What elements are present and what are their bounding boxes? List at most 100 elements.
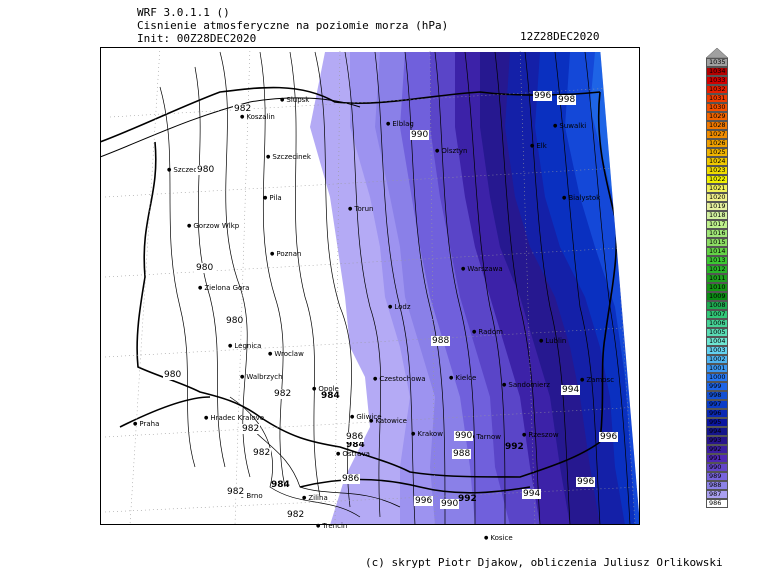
city-label: Torun bbox=[348, 205, 373, 213]
legend-swatch bbox=[706, 490, 728, 499]
legend-entry: 1033 bbox=[706, 76, 728, 85]
city-label: Rzeszow bbox=[522, 431, 558, 439]
isobar-label: 994 bbox=[522, 489, 542, 499]
legend-entry: 1017 bbox=[706, 220, 728, 229]
city-label: Czestochowa bbox=[373, 375, 425, 383]
isobar-label: 982 bbox=[273, 389, 293, 399]
legend-value: 1034 bbox=[709, 67, 726, 75]
legend-top-arrow-icon bbox=[706, 48, 728, 58]
legend-value: 1030 bbox=[709, 103, 726, 111]
legend-entry: 998 bbox=[706, 391, 728, 400]
city-label: Katowice bbox=[369, 417, 407, 425]
lat-lon-grid bbox=[104, 47, 640, 525]
city-label: Opole bbox=[312, 385, 339, 393]
legend-value: 1006 bbox=[709, 319, 726, 327]
city-label: Elk bbox=[530, 142, 546, 150]
legend-entry: 1014 bbox=[706, 247, 728, 256]
legend-entry: 1025 bbox=[706, 148, 728, 157]
legend-swatch bbox=[706, 436, 728, 445]
isobar-label: 990 bbox=[454, 431, 474, 441]
legend-swatch bbox=[706, 265, 728, 274]
city-label: Bialystok bbox=[562, 194, 600, 202]
legend-entry: 1013 bbox=[706, 256, 728, 265]
legend-value: 1028 bbox=[709, 121, 726, 129]
legend-swatch bbox=[706, 409, 728, 418]
legend-swatch bbox=[706, 364, 728, 373]
legend-swatch bbox=[706, 166, 728, 175]
legend-entry: 1022 bbox=[706, 175, 728, 184]
legend-value: 1000 bbox=[709, 373, 726, 381]
legend-entry: 1003 bbox=[706, 346, 728, 355]
legend-value: 995 bbox=[709, 418, 722, 426]
legend-entry: 1029 bbox=[706, 112, 728, 121]
legend-entry: 1026 bbox=[706, 139, 728, 148]
legend-entry: 987 bbox=[706, 490, 728, 499]
legend-entry: 994 bbox=[706, 427, 728, 436]
legend-value: 998 bbox=[709, 391, 722, 399]
city-label: Krakow bbox=[411, 430, 443, 438]
legend-swatch bbox=[706, 328, 728, 337]
city-label: Radom bbox=[472, 328, 503, 336]
legend-entry: 986 bbox=[706, 499, 728, 508]
legend-entry: 1005 bbox=[706, 328, 728, 337]
legend-value: 1020 bbox=[709, 193, 726, 201]
legend-value: 1022 bbox=[709, 175, 726, 183]
city-label: Wroclaw bbox=[268, 350, 303, 358]
legend-swatch bbox=[706, 355, 728, 364]
legend-entry: 1035 bbox=[706, 58, 728, 67]
isobar-label: 988 bbox=[452, 449, 472, 459]
city-label: Zamosc bbox=[580, 376, 614, 384]
legend-entry: 991 bbox=[706, 454, 728, 463]
legend-swatch bbox=[706, 67, 728, 76]
legend-entry: 1032 bbox=[706, 85, 728, 94]
legend-value: 1019 bbox=[709, 202, 726, 210]
legend-swatch bbox=[706, 94, 728, 103]
legend-value: 1026 bbox=[709, 139, 726, 147]
legend-swatch bbox=[706, 481, 728, 490]
city-label: Ostrava bbox=[336, 450, 370, 458]
legend-entry: 1030 bbox=[706, 103, 728, 112]
legend-entry: 1024 bbox=[706, 157, 728, 166]
legend-value: 986 bbox=[709, 499, 722, 507]
legend-value: 1016 bbox=[709, 229, 726, 237]
legend-swatch bbox=[706, 445, 728, 454]
city-label: Lodz bbox=[388, 303, 410, 311]
city-label: Praha bbox=[133, 420, 159, 428]
legend-value: 1032 bbox=[709, 85, 726, 93]
domain-mask bbox=[100, 47, 640, 525]
legend-swatch bbox=[706, 139, 728, 148]
legend-entry: 1019 bbox=[706, 202, 728, 211]
legend-swatch bbox=[706, 274, 728, 283]
isobar-label: 980 bbox=[225, 316, 245, 326]
legend-entry: 1010 bbox=[706, 283, 728, 292]
isobar-label: 996 bbox=[599, 432, 619, 442]
legend-entry: 996 bbox=[706, 409, 728, 418]
legend-swatch bbox=[706, 427, 728, 436]
city-label: Szczecin bbox=[167, 166, 203, 174]
city-label: Sandomierz bbox=[502, 381, 550, 389]
legend-value: 1025 bbox=[709, 148, 726, 156]
isobar-label: 996 bbox=[414, 496, 434, 506]
variable-title: Cisnienie atmosferyczne na poziomie morz… bbox=[137, 19, 449, 32]
init-time: Init: 00Z28DEC2020 bbox=[137, 32, 257, 45]
legend-swatch bbox=[706, 382, 728, 391]
legend-entry: 1027 bbox=[706, 130, 728, 139]
isobar-label: 996 bbox=[576, 477, 596, 487]
credit-line: (c) skrypt Piotr Djakow, obliczenia Juli… bbox=[365, 556, 723, 569]
legend-value: 1017 bbox=[709, 220, 726, 228]
isobar-label: 980 bbox=[163, 370, 183, 380]
legend-value: 991 bbox=[709, 454, 722, 462]
city-label: Gorzow Wlkp bbox=[187, 222, 239, 230]
legend-swatch bbox=[706, 238, 728, 247]
legend-entry: 1023 bbox=[706, 166, 728, 175]
legend-value: 1029 bbox=[709, 112, 726, 120]
legend-value: 1012 bbox=[709, 265, 726, 273]
legend-swatch bbox=[706, 184, 728, 193]
isobar-label: 982 bbox=[241, 424, 261, 434]
legend-swatch bbox=[706, 202, 728, 211]
isobar-label: 986 bbox=[341, 474, 361, 484]
legend-swatch bbox=[706, 175, 728, 184]
legend-value: 1027 bbox=[709, 130, 726, 138]
isobar-label: 988 bbox=[431, 336, 451, 346]
pressure-map bbox=[100, 47, 640, 525]
